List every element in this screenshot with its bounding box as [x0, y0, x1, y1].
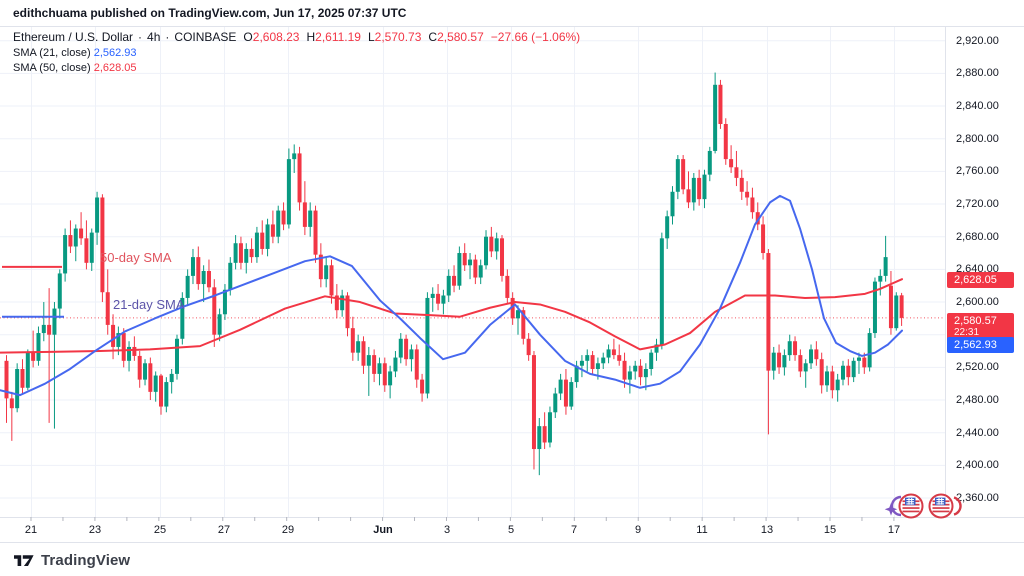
- price-axis-label: 2,920.00: [956, 34, 999, 47]
- sma21-value-badge: 2,562.93: [947, 336, 1014, 353]
- footer-bar: TradingView: [0, 542, 1024, 576]
- time-axis[interactable]: 21 23 25 27 29 Jun 3 5 7 9 11 13 15 17: [0, 517, 1024, 542]
- ohlc-value: 2,611.19: [315, 30, 361, 44]
- sparkle-icon: [884, 503, 898, 516]
- time-axis-label: 9: [634, 524, 642, 536]
- legend-sma50-row[interactable]: SMA (50, close) 2,628.05: [13, 61, 580, 77]
- price-axis-label: 2,720.00: [956, 198, 999, 211]
- ohlc-key: O: [243, 30, 253, 44]
- sma50-line: [0, 278, 903, 354]
- legend-symbol-row[interactable]: Ethereum / U.S. Dollar · 4h · COINBASE O2,608…: [13, 30, 580, 46]
- ohlc-value: 2,570.73: [374, 30, 422, 44]
- tradingview-logo-text: TradingView: [41, 551, 131, 569]
- time-axis-label: 11: [696, 524, 708, 536]
- separator-dot: ·: [165, 30, 170, 44]
- us-flag-sticker-icon: [898, 493, 924, 519]
- price-axis-label: 2,800.00: [956, 132, 999, 145]
- sma21-ray-label[interactable]: 21-day SMA: [113, 297, 185, 312]
- time-axis-label: 27: [217, 524, 231, 536]
- time-axis-label: Jun: [373, 524, 393, 536]
- time-axis-label: 21: [24, 524, 38, 536]
- red-arc-icon: [953, 496, 962, 516]
- price-axis-label: 2,440.00: [956, 426, 999, 439]
- sma50-value-badge: 2,628.05: [947, 271, 1014, 288]
- price-axis-label: 2,840.00: [956, 100, 999, 113]
- ohlc-value: 2,580.57: [437, 30, 484, 44]
- sma50-label: SMA (50, close): [13, 62, 91, 74]
- price-axis[interactable]: 2,920.00 2,880.00 2,840.00 2,800.00 2,760.00…: [946, 27, 1024, 517]
- price-axis-label: 2,680.00: [956, 230, 999, 243]
- price-axis-label: 2,600.00: [956, 296, 999, 309]
- chart-legend: Ethereum / U.S. Dollar · 4h · COINBASE O2,608…: [13, 30, 580, 77]
- time-axis-label: 15: [823, 524, 837, 536]
- tradingview-logo[interactable]: TradingView: [13, 552, 130, 569]
- price-axis-label: 2,520.00: [956, 361, 999, 374]
- time-axis-label: 13: [760, 524, 774, 536]
- time-axis-label: 29: [281, 524, 295, 536]
- interval-label: 4h: [147, 30, 161, 44]
- sma21-label: SMA (21, close): [13, 46, 91, 59]
- time-axis-label: 25: [153, 524, 167, 536]
- symbol-title: Ethereum / U.S. Dollar: [13, 30, 134, 44]
- time-axis-label: 5: [507, 524, 515, 536]
- time-axis-label: 23: [88, 524, 102, 536]
- sma21-line: [0, 194, 903, 397]
- price-axis-label: 2,400.00: [956, 459, 999, 472]
- time-axis-label: 17: [887, 524, 901, 536]
- price-axis-label: 2,480.00: [956, 394, 999, 407]
- attribution-bar: edithchuama published on TradingView.com…: [0, 0, 1024, 27]
- exchange-label: COINBASE: [174, 30, 237, 44]
- purple-arc-icon: [890, 495, 902, 517]
- ohlc-value: 2,608.23: [252, 30, 300, 44]
- time-axis-label: 7: [570, 524, 578, 536]
- change-value: −27.66 (−1.06%): [490, 30, 581, 44]
- sma50-ray-label[interactable]: 50-day SMA: [100, 250, 172, 265]
- price-axis-label: 2,760.00: [956, 165, 999, 178]
- candlestick-series: [4, 72, 904, 476]
- separator-dot: ·: [138, 30, 143, 44]
- time-axis-label: 3: [443, 524, 451, 536]
- sma50-value: 2,628.05: [93, 62, 137, 74]
- reaction-stickers: [884, 493, 962, 519]
- us-flag-sticker-icon: [928, 493, 954, 519]
- last-price-badge: 2,580.57 22:31: [947, 313, 1014, 340]
- price-axis-label: 2,880.00: [956, 67, 999, 80]
- ohlc-key: H: [306, 30, 316, 44]
- sma21-value: 2,562.93: [93, 46, 137, 59]
- tradingview-logo-icon: [14, 554, 34, 566]
- ohlc-values: O2,608.23 H2,611.19 L2,570.73 C2,580.57: [236, 30, 483, 44]
- ohlc-key: C: [428, 30, 438, 44]
- price-axis-label: 2,360.00: [956, 492, 999, 505]
- ohlc-key: L: [367, 30, 375, 44]
- legend-sma21-row[interactable]: SMA (21, close) 2,562.93: [13, 46, 580, 62]
- attribution-text: edithchuama published on TradingView.com…: [13, 6, 407, 20]
